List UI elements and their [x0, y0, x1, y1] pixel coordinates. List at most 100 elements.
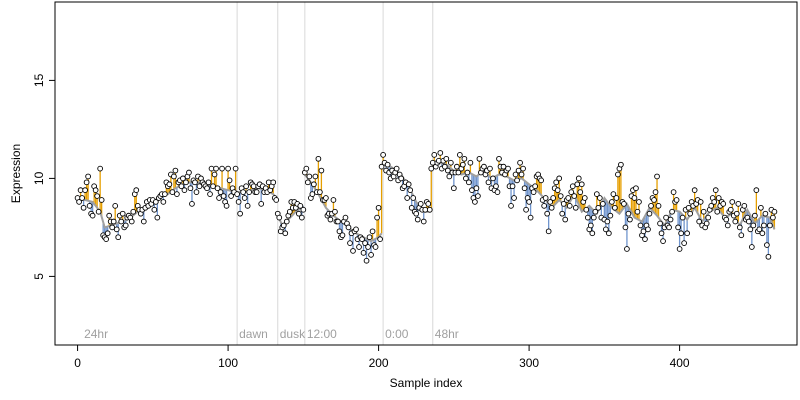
data-point [273, 197, 280, 203]
data-point [568, 189, 575, 195]
data-point [330, 197, 337, 203]
data-point [542, 195, 549, 201]
data-point [747, 226, 754, 233]
data-point [280, 222, 287, 229]
data-point [336, 228, 343, 235]
data-point [750, 222, 757, 229]
data-point [85, 173, 91, 180]
data-point [646, 210, 653, 217]
phase-annotation: 48hr [435, 327, 459, 341]
data-point [565, 195, 572, 201]
data-point [213, 165, 219, 172]
data-point [244, 202, 251, 209]
data-point [342, 214, 349, 221]
data-point [735, 201, 742, 207]
data-point [511, 195, 517, 201]
data-point [771, 208, 778, 215]
data-point [171, 173, 177, 180]
data-point [309, 191, 316, 197]
data-point [753, 187, 760, 194]
data-point [544, 210, 551, 217]
data-point [613, 195, 620, 201]
plot-frame [54, 1, 798, 346]
data-point [258, 201, 265, 207]
data-point [651, 197, 657, 203]
data-point [466, 179, 472, 186]
data-point [393, 165, 400, 172]
residual-lines [76, 152, 776, 261]
data-point [405, 181, 412, 188]
data-point [550, 195, 557, 201]
data-point [426, 206, 433, 213]
data-point [745, 218, 752, 225]
data-point [79, 195, 85, 201]
data-point [118, 218, 125, 225]
data-point [670, 189, 677, 195]
data-point [473, 185, 480, 192]
data-point [764, 242, 770, 248]
data-point [345, 224, 352, 231]
data-point [569, 183, 576, 190]
data-point [360, 250, 367, 256]
data-point [615, 171, 621, 178]
data-point [625, 210, 632, 217]
data-point [234, 191, 240, 197]
data-point [681, 240, 687, 246]
data-point [119, 210, 126, 217]
data-point [738, 232, 745, 239]
phase-annotation: dusk [280, 327, 306, 341]
data-point [454, 163, 460, 170]
data-point [645, 226, 651, 233]
data-point [372, 244, 379, 250]
data-point [83, 179, 90, 186]
data-point [286, 208, 293, 215]
data-point [246, 189, 253, 195]
data-point [300, 206, 307, 213]
data-point [761, 222, 767, 229]
data-point [633, 185, 639, 192]
data-point [463, 175, 469, 182]
data-point [530, 189, 537, 195]
data-point [226, 177, 233, 184]
data-point [95, 208, 102, 215]
data-point [413, 210, 420, 217]
data-point [378, 163, 385, 170]
data-point [708, 202, 715, 209]
data-point [365, 244, 371, 250]
data-point [584, 214, 591, 221]
data-point [612, 204, 618, 211]
data-point [554, 187, 561, 194]
data-point [350, 248, 356, 254]
data-point [485, 179, 492, 186]
data-point [518, 171, 525, 178]
data-point [627, 216, 633, 223]
data-point [374, 214, 380, 221]
data-point [461, 155, 468, 162]
y-axis-label: Expression [9, 144, 23, 203]
data-point [514, 177, 520, 184]
data-point [335, 218, 341, 225]
data-point [715, 195, 722, 201]
data-point [593, 191, 600, 197]
data-point [404, 195, 411, 201]
data-point [133, 187, 140, 194]
data-point [748, 244, 755, 250]
data-point [130, 208, 137, 215]
data-point [548, 204, 555, 211]
data-point [240, 189, 246, 195]
data-point [76, 199, 82, 205]
x-tick-label: 300 [519, 356, 539, 370]
data-point [663, 214, 669, 221]
data-point [220, 193, 227, 199]
phase-annotations: 24hr dawn dusk 12:00 0:00 48hr [84, 327, 459, 341]
data-point [666, 224, 672, 231]
data-point [375, 204, 382, 211]
data-point [547, 199, 554, 205]
data-point [180, 175, 186, 182]
data-point [295, 210, 302, 217]
data-point [556, 175, 563, 182]
data-point [526, 199, 532, 205]
data-point [553, 179, 560, 186]
data-point [705, 214, 712, 221]
phase-annotation: dawn [239, 327, 268, 341]
